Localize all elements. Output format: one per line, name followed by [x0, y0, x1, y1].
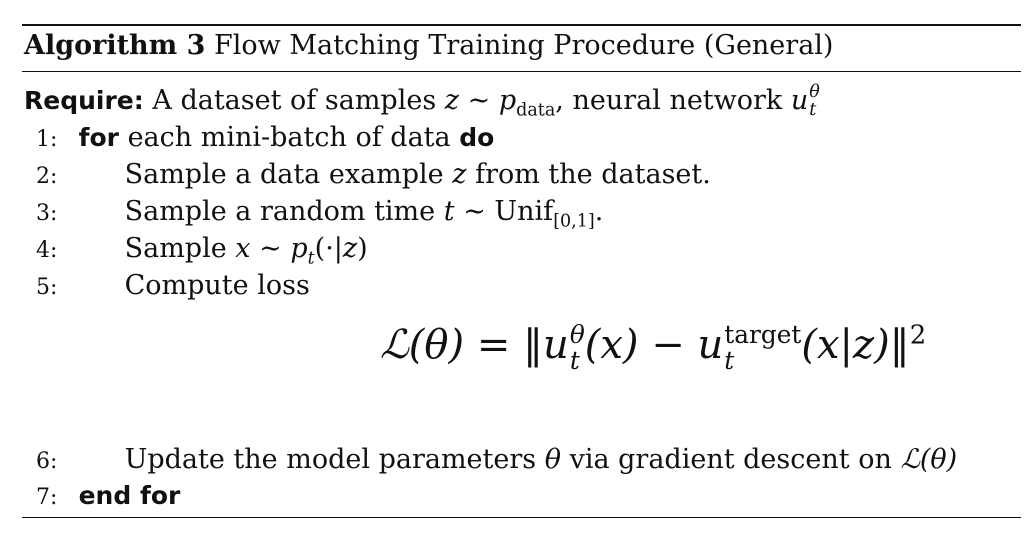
step-5: 5: Compute loss [24, 270, 310, 301]
eq-u2-subsup: target t [724, 320, 802, 376]
step-text: each mini-batch of data [127, 122, 451, 153]
p-subscript: data [516, 100, 556, 121]
eq-u-sub: t [569, 346, 580, 376]
step-text: Compute loss [124, 270, 310, 301]
equation-lhs: ℒ(θ) = ‖ [380, 322, 544, 369]
close-paren: ) [357, 233, 368, 264]
line-number: 2: [36, 164, 58, 189]
period: . [594, 196, 604, 227]
eq-u-sup: θ [569, 320, 585, 349]
equation-mid: (x) − [584, 322, 698, 369]
step-7: 7: end for [24, 480, 180, 511]
var-u: u [790, 85, 809, 117]
equation-rhs: (x|z)‖ [801, 322, 910, 369]
step-text: via gradient descent on [569, 444, 892, 475]
step-2: 2: Sample a data example z from the data… [24, 159, 711, 190]
step-text: Update the model parameters [124, 444, 537, 475]
var-z: z [444, 85, 460, 117]
line-number: 7: [36, 485, 58, 510]
eq-power: 2 [909, 320, 927, 351]
var-t: t [443, 196, 455, 227]
caption-rule [22, 71, 1021, 72]
unif-subscript: [0,1] [553, 211, 595, 232]
eq-u2: u [697, 322, 724, 369]
line-number: 5: [36, 275, 58, 300]
sim-symbol: ∼ [463, 196, 486, 227]
keyword-for: for [78, 123, 119, 152]
step-text: Sample a data example [124, 159, 444, 190]
line-number: 3: [36, 201, 58, 226]
step-4: 4: Sample x ∼ pt(·|z) [24, 233, 368, 267]
args: (·| [314, 233, 343, 264]
algorithm-title: Flow Matching Training Procedure (Genera… [214, 30, 834, 61]
require-keyword: Require: [24, 86, 144, 116]
var-z: z [452, 159, 467, 190]
keyword-do: do [459, 123, 495, 152]
var-z: z [342, 233, 358, 264]
step-6: 6: Update the model parameters θ via gra… [24, 444, 957, 475]
loss-equation: ℒ(θ) = ‖u θ t (x) − u target t (x|z)‖2 [380, 320, 927, 376]
step-3: 3: Sample a random time t ∼ Unif[0,1]. [24, 196, 604, 230]
bottom-rule [22, 517, 1021, 518]
eq-u2-sub: t [724, 346, 735, 376]
loss-ref: ℒ(θ) [900, 444, 958, 475]
line-number: 6: [36, 449, 58, 474]
sim-symbol: ∼ [467, 85, 491, 117]
line-number: 1: [36, 127, 58, 152]
keyword-end-for: end for [78, 481, 181, 510]
eq-u2-sup: target [724, 320, 802, 349]
algorithm-caption: Algorithm 3 Flow Matching Training Proce… [24, 30, 833, 61]
require-text-network: , neural network [555, 85, 783, 117]
step-text: Sample [124, 233, 227, 264]
step-1: 1: for each mini-batch of data do [24, 122, 494, 153]
step-text: from the dataset. [475, 159, 711, 190]
u-sub: t [809, 99, 817, 120]
step-text: Sample a random time [124, 196, 436, 227]
var-x: x [235, 233, 251, 264]
algorithm-label: Algorithm 3 [24, 30, 206, 61]
p-subscript: t [307, 248, 315, 269]
require-text: A dataset of samples [152, 85, 437, 117]
top-rule [22, 24, 1021, 26]
var-p: p [498, 85, 517, 117]
line-number: 4: [36, 238, 58, 263]
var-theta: θ [544, 444, 561, 475]
sim-symbol: ∼ [259, 233, 282, 264]
var-p: p [290, 233, 308, 264]
require-line: Require: A dataset of samples z ∼ pdata,… [24, 82, 820, 121]
unif: Unif [494, 196, 554, 227]
eq-u: u [543, 322, 569, 369]
u-sup: θ [809, 82, 820, 102]
